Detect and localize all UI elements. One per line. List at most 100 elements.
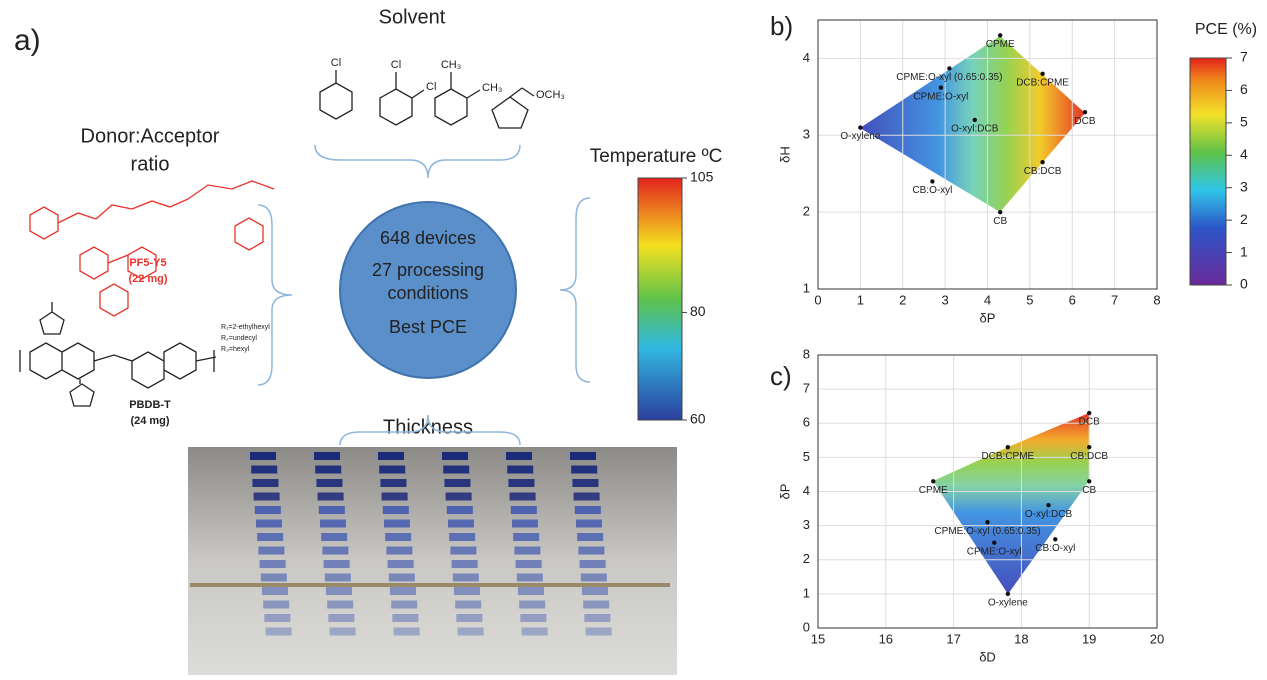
point-label: O-xylene [988, 598, 1028, 609]
photo-strip [325, 574, 351, 582]
group-label: OCH₃ [536, 89, 565, 101]
photo-strip [262, 587, 288, 595]
donor-name: PBDB-T [129, 399, 171, 411]
x-tick-label: 17 [946, 631, 960, 646]
data-point [1087, 411, 1091, 415]
tick-label: 3 [1240, 178, 1248, 194]
photo-strip [453, 574, 479, 582]
photo-strip [454, 587, 480, 595]
y-tick-label: 4 [803, 483, 810, 498]
photo-strip [255, 506, 281, 514]
photo-strip [384, 520, 410, 528]
photo-strip [254, 493, 280, 501]
point-label: CPME [986, 39, 1015, 50]
y-tick-label: 8 [803, 346, 810, 361]
point-label: CB:O-xyl [1035, 543, 1075, 554]
x-axis-label: δP [980, 310, 996, 325]
x-tick-label: 2 [899, 292, 906, 307]
contour-map [933, 413, 1089, 594]
y-tick-label: 1 [803, 280, 810, 295]
colorbar-title: PCE (%) [1195, 21, 1257, 38]
data-point [973, 118, 977, 122]
point-label: CPME:O-xyl (0.65:0.35) [934, 526, 1040, 537]
photo-strip [383, 506, 409, 514]
photo-strip [326, 587, 352, 595]
photo-strip [511, 506, 537, 514]
center-text: 648 devices [380, 228, 476, 248]
y-tick-label: 3 [803, 517, 810, 532]
photo-strip [382, 493, 408, 501]
point-label: CB:O-xyl [912, 185, 952, 196]
data-point [858, 125, 862, 129]
point-label: O-xyl:DCB [951, 124, 999, 135]
y-axis-label: δP [777, 484, 792, 500]
group-label: CH₃ [482, 82, 502, 94]
data-point [930, 179, 934, 183]
photo-strip [455, 601, 481, 609]
photo-strip [390, 587, 416, 595]
point-label: DCB:CPME [1016, 77, 1069, 88]
group-label: Cl [391, 59, 401, 71]
tick-label: 105 [690, 169, 714, 185]
photo-strip [458, 628, 484, 636]
data-point [1087, 479, 1091, 483]
group-label: Cl [426, 81, 436, 93]
photo-strip [519, 601, 545, 609]
photo-strip [378, 452, 404, 460]
photo-strip [327, 601, 353, 609]
x-tick-label: 8 [1153, 292, 1160, 307]
group-label: CH₃ [441, 59, 461, 71]
x-axis-label: δD [979, 649, 996, 664]
photo-strip [318, 493, 344, 501]
photo-strip [447, 506, 473, 514]
x-tick-label: 0 [814, 292, 821, 307]
photo-strip [584, 614, 610, 622]
photo-strip [251, 466, 277, 474]
data-point [939, 85, 943, 89]
data-point [1053, 537, 1057, 541]
x-tick-label: 6 [1069, 292, 1076, 307]
photo-strip [392, 614, 418, 622]
photo-strip [516, 560, 542, 568]
point-label: DCB:CPME [981, 451, 1034, 462]
point-label: O-xyl:DCB [1025, 509, 1073, 520]
photo-strip [513, 533, 539, 541]
donor-mass: (24 mg) [130, 415, 169, 427]
photo-strip [252, 479, 278, 487]
substituent: R₃=hexyl [221, 346, 250, 353]
y-tick-label: 6 [803, 415, 810, 430]
photo-strip [385, 533, 411, 541]
y-tick-label: 5 [803, 449, 810, 464]
data-point [985, 520, 989, 524]
y-tick-label: 7 [803, 381, 810, 396]
data-point [1087, 445, 1091, 449]
photo-strip [448, 520, 474, 528]
point-label: CPME [919, 485, 948, 496]
photo-strip [257, 533, 283, 541]
pce-colorbar [1190, 58, 1226, 285]
group-label: Cl [331, 57, 341, 69]
photo-strip [324, 560, 350, 568]
photo-strip [321, 533, 347, 541]
photo-strip [322, 547, 348, 555]
panel-label: a) [14, 24, 41, 57]
temperature-title: Temperature ºC [590, 146, 723, 167]
photo-strip [391, 601, 417, 609]
solvent-groups: Cl Cl Cl CH₃ CH₃ OCH₃ [331, 57, 565, 101]
photo-strip [442, 452, 468, 460]
photo-strip [190, 583, 670, 587]
photo-strip [388, 560, 414, 568]
tick-label: 1 [1240, 243, 1248, 259]
solvent-title: Solvent [379, 6, 446, 28]
tick-label: 0 [1240, 276, 1248, 292]
photo-strip [506, 452, 532, 460]
data-point [1040, 72, 1044, 76]
data-point [947, 66, 951, 70]
photo-strip [380, 479, 406, 487]
photo-strip [512, 520, 538, 528]
acceptor-structure [30, 181, 274, 316]
photo-strip [450, 547, 476, 555]
tick-label: 4 [1240, 146, 1248, 162]
photo-strip [449, 533, 475, 541]
data-point [1006, 445, 1010, 449]
